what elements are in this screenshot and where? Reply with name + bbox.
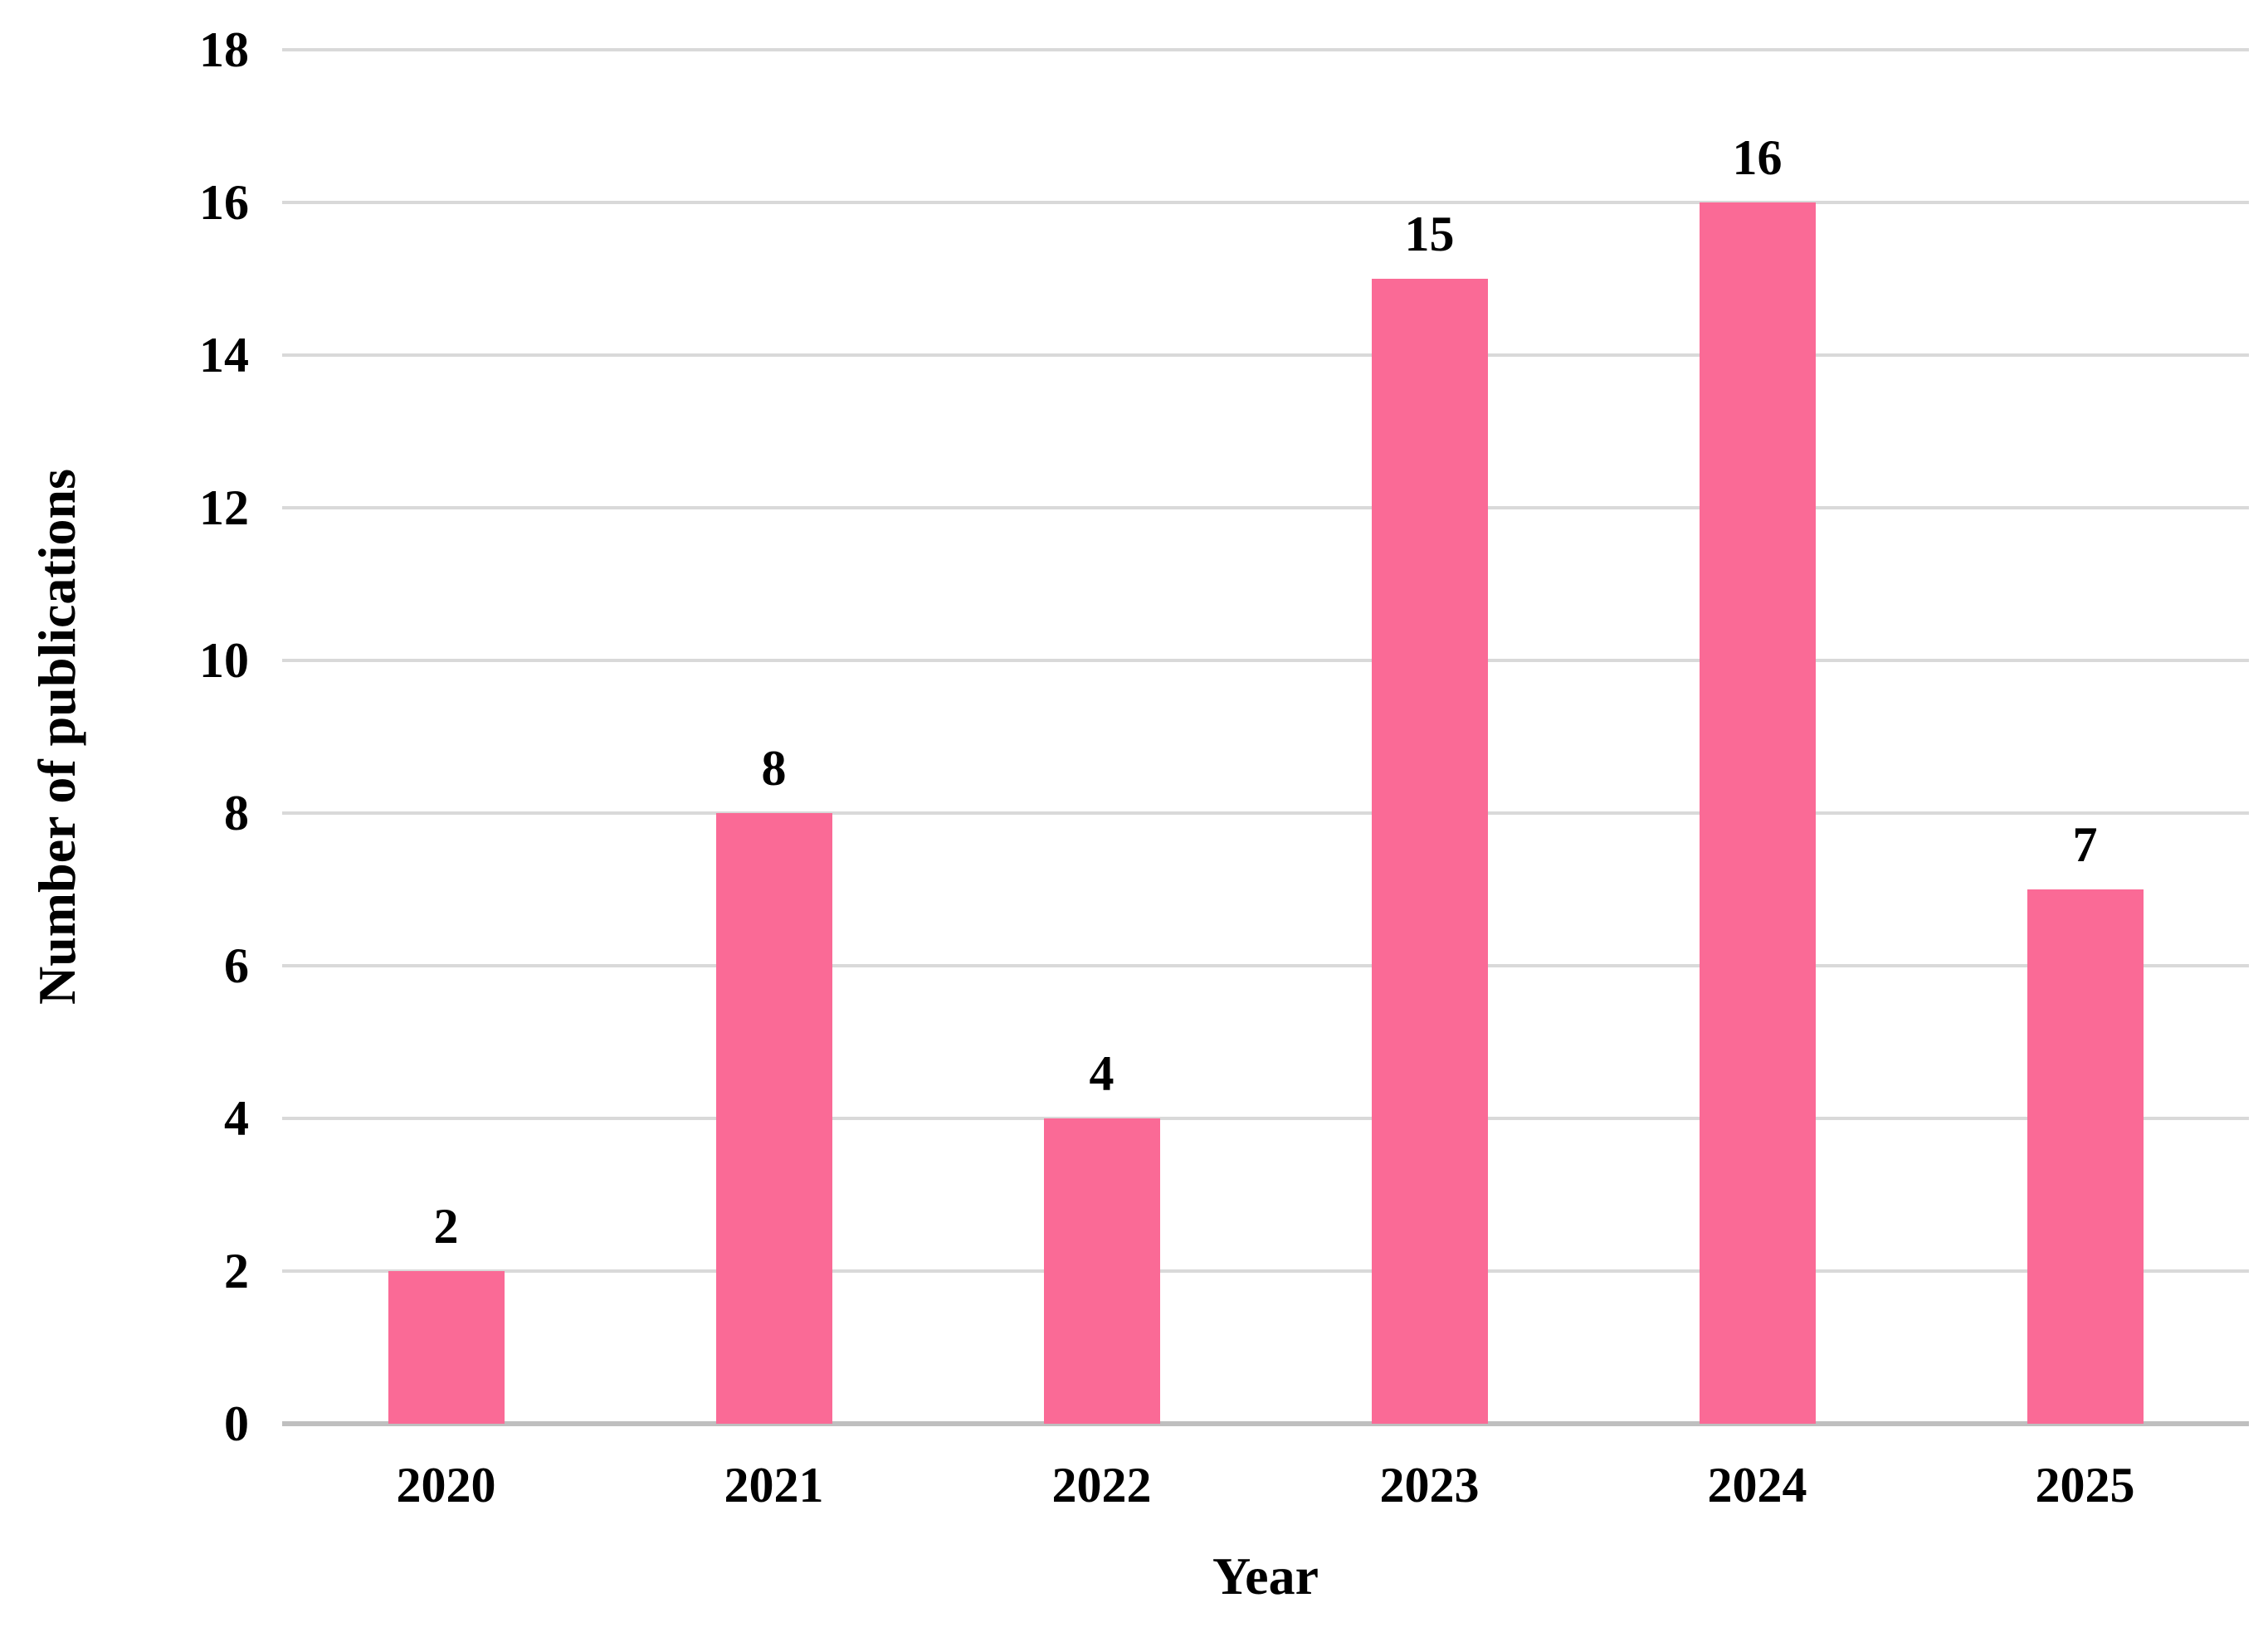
data-label-2020: 2	[433, 1199, 459, 1254]
x-axis-title: Year	[1212, 1547, 1319, 1605]
bar-2021: 8	[715, 743, 832, 1424]
bar-2025: 7	[2027, 820, 2144, 1424]
bar-2023: 15	[1371, 209, 1488, 1424]
x-tick-label-2020: 2020	[396, 1458, 496, 1513]
gridline	[282, 1269, 2249, 1273]
y-tick-label: 16	[199, 175, 249, 230]
x-tick-label-2023: 2023	[1379, 1458, 1480, 1513]
data-label-2023: 15	[1404, 207, 1455, 261]
x-axis-tick-labels: 2020 2021 2022 2023 2024 2025	[282, 1460, 2249, 1527]
data-label-2022: 4	[1089, 1046, 1114, 1101]
gridlines	[282, 48, 2249, 1426]
data-label-2025: 7	[2072, 817, 2098, 872]
gridline	[282, 1117, 2249, 1120]
bar-2024: 16	[1699, 133, 1816, 1424]
gridline	[282, 964, 2249, 968]
y-tick-label: 14	[199, 328, 249, 382]
x-tick-label-2024: 2024	[1707, 1458, 1807, 1513]
gridline	[282, 659, 2249, 662]
y-tick-label: 10	[199, 633, 249, 688]
gridline	[282, 48, 2249, 51]
gridline	[282, 201, 2249, 204]
x-axis-line	[282, 1421, 2249, 1426]
x-tick-label-2021: 2021	[724, 1458, 824, 1513]
bar-2022: 4	[1043, 1049, 1160, 1424]
x-tick-label-2022: 2022	[1051, 1458, 1152, 1513]
y-tick-label: 6	[224, 938, 249, 994]
y-tick-label: 8	[224, 786, 249, 840]
x-tick-label-2025: 2025	[2035, 1458, 2135, 1513]
gridline	[282, 506, 2249, 510]
y-tick-label: 12	[199, 480, 249, 536]
data-label-2021: 8	[761, 741, 787, 796]
bar-series: 2 8 4 15 16 7	[282, 50, 2249, 1424]
y-tick-label: 4	[224, 1091, 249, 1146]
data-label-2024: 16	[1732, 130, 1783, 185]
plot-area: 2 8 4 15 16 7	[282, 48, 2249, 1426]
y-tick-label: 0	[224, 1396, 249, 1451]
y-tick-label: 2	[224, 1244, 249, 1298]
bar-2020: 2	[388, 1201, 505, 1424]
gridline	[282, 811, 2249, 815]
y-tick-label: 18	[199, 22, 249, 77]
gridline	[282, 353, 2249, 357]
y-axis-tick-labels: 0 2 4 6 8 10 12 14 16 18	[0, 25, 249, 1449]
